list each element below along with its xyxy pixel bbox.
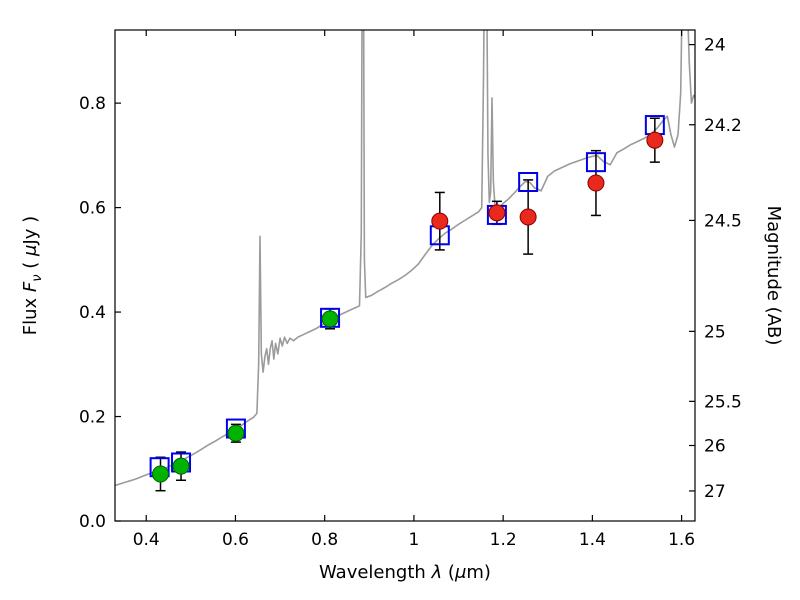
plot-area — [115, 30, 695, 492]
green-circle-marker — [321, 310, 339, 328]
y-tick-label-flux: 0.2 — [79, 408, 106, 428]
y-tick-label-magnitude: 24 — [704, 36, 726, 56]
plot-frame — [114, 29, 696, 522]
y-tick-label-flux: 0.0 — [79, 512, 106, 532]
y-tick-label-flux: 0.8 — [79, 94, 106, 114]
x-axis-label: Wavelength λ (μm) — [319, 562, 491, 583]
green-circle-marker — [172, 457, 190, 475]
y-tick-label-magnitude: 24.5 — [704, 211, 742, 231]
y-tick-label-flux: 0.4 — [79, 303, 106, 323]
x-tick-label: 0.8 — [311, 530, 338, 550]
red-circle-marker — [587, 174, 605, 192]
green-circle-marker — [152, 465, 170, 483]
x-tick-label: 1.4 — [579, 530, 606, 550]
y-tick-label-flux: 0.6 — [79, 199, 106, 219]
y-axis-label-flux: Flux Fν ( μJy ) — [20, 216, 45, 335]
green-circle-marker — [227, 424, 245, 442]
observed-infrared-photometry-markers — [431, 131, 664, 230]
y-tick-label-magnitude: 27 — [704, 482, 726, 502]
spectrum-line — [115, 30, 695, 487]
blue-square-marker — [518, 172, 539, 193]
y-tick-label-magnitude: 25.5 — [704, 392, 742, 412]
x-tick-label: 0.6 — [222, 530, 249, 550]
x-tick-label: 0.4 — [133, 530, 160, 550]
y-axis-label-magnitude: Magnitude (AB) — [763, 206, 784, 346]
x-tick-label: 1 — [409, 530, 420, 550]
y-tick-label-magnitude: 25 — [704, 322, 726, 342]
red-circle-marker — [646, 131, 664, 149]
red-circle-marker — [488, 204, 506, 222]
y-tick-label-magnitude: 26 — [704, 436, 726, 456]
blue-square-marker — [585, 152, 606, 173]
red-circle-marker — [519, 208, 537, 226]
axes-ticks — [115, 30, 695, 522]
x-tick-label: 1.6 — [668, 530, 695, 550]
observed-optical-photometry-markers — [152, 310, 339, 483]
red-circle-marker — [431, 212, 449, 230]
tick-labels: 0.4 0.6 0.8 1 1.2 1.4 1.6 0.0 0.2 0.4 0.6 0.8 24 24.2… — [79, 36, 742, 550]
y-tick-label-magnitude: 24.2 — [704, 116, 742, 136]
x-tick-label: 1.2 — [490, 530, 517, 550]
